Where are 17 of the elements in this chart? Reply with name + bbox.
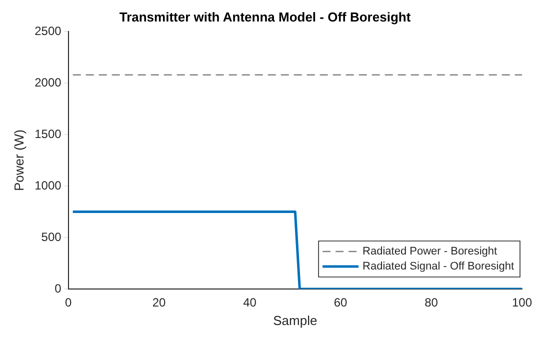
y-axis-title: Power (W): [11, 130, 26, 191]
chart-title: Transmitter with Antenna Model - Off Boresight: [119, 9, 412, 24]
legend-label: Radiated Power - Boresight: [362, 246, 498, 258]
legend-label: Radiated Signal - Off Boresight: [362, 260, 514, 273]
y-tick-label: 2000: [34, 75, 62, 90]
y-tick-label: 500: [41, 230, 62, 244]
x-tick-label: 40: [243, 296, 257, 310]
x-tick-label: 60: [334, 296, 348, 310]
x-tick-label: 80: [424, 296, 438, 310]
x-axis-title: Sample: [273, 312, 318, 328]
y-tick-label: 1000: [34, 178, 62, 192]
y-tick-label: 0: [54, 281, 62, 296]
x-tick-label: 100: [512, 296, 532, 310]
y-tick-label: 2500: [34, 24, 62, 38]
x-tick-label: 20: [152, 296, 166, 310]
y-tick-label: 1500: [34, 126, 62, 141]
x-tick-label: 0: [64, 296, 72, 310]
